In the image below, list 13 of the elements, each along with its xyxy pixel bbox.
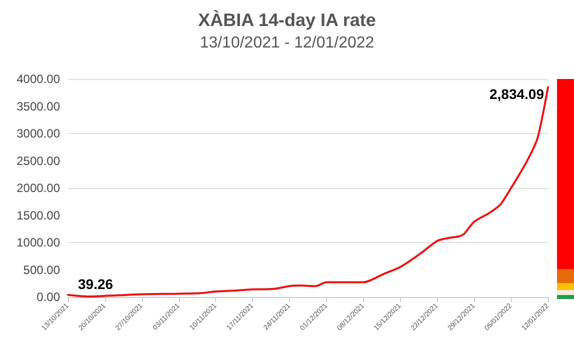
y-tick-label: 3000.00 — [16, 126, 60, 140]
y-tick-label: 3500.00 — [16, 99, 60, 114]
y-tick-label: 0.00 — [36, 290, 60, 304]
chart-subtitle: 13/10/2021 - 12/01/2022 — [200, 34, 374, 52]
annotation: 2,834.09 — [490, 86, 544, 102]
y-tick-label: 1000.00 — [16, 236, 60, 250]
y-tick-label: 4000.00 — [16, 72, 60, 86]
chart-title: XÀBIA 14-day IA rate — [198, 10, 376, 30]
y-tick-label: 2500.00 — [16, 154, 60, 168]
y-tick-label: 1500.00 — [16, 208, 60, 222]
data-label: 39.26 — [78, 276, 114, 292]
y-tick-label: 500.00 — [23, 262, 60, 277]
y-tick-label: 2000.00 — [16, 181, 60, 195]
